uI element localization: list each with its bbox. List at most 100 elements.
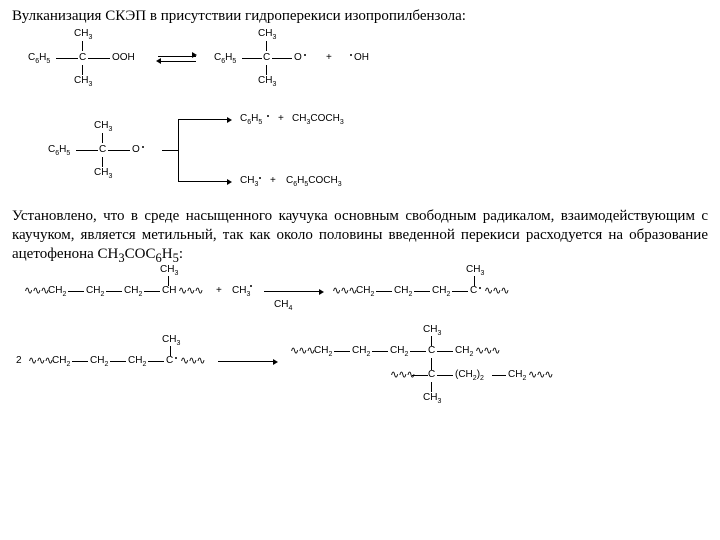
- polymer-wave: ∿∿∿: [180, 356, 205, 367]
- paragraph: Установлено, что в среде насыщенного кау…: [12, 207, 708, 266]
- arrowhead: [192, 52, 197, 58]
- ch2: CH2: [390, 346, 408, 358]
- bond: [412, 375, 428, 376]
- bond: [56, 58, 78, 59]
- bond: [492, 375, 506, 376]
- eq-arrow-top: [158, 56, 196, 57]
- ch2: CH2: [86, 286, 104, 298]
- c6h5-radical: C6H5: [240, 114, 262, 126]
- polymer-wave: ∿∿∿: [178, 286, 203, 297]
- ch3-label: CH3: [423, 393, 441, 405]
- ch3-radical: CH3: [232, 286, 250, 298]
- c-label: C: [428, 346, 435, 356]
- c-label: C: [79, 53, 86, 63]
- ch3-label: CH3: [160, 265, 178, 277]
- ch22: (CH2)2: [455, 370, 484, 382]
- polymer-wave: ∿∿∿: [332, 286, 357, 297]
- bond: [437, 351, 453, 352]
- bond: [170, 346, 171, 356]
- bond: [102, 157, 103, 167]
- bond: [474, 276, 475, 286]
- ch3-label: CH3: [423, 325, 441, 337]
- plus-label: +: [216, 286, 222, 296]
- radical-dot: [175, 357, 177, 359]
- bond: [76, 150, 98, 151]
- ch2: CH2: [356, 286, 374, 298]
- c6h5-label: C6H5: [28, 53, 50, 65]
- bond: [148, 361, 164, 362]
- ch3-label: CH3: [258, 29, 276, 41]
- bond: [452, 291, 468, 292]
- bond: [272, 58, 292, 59]
- polymer-wave: ∿∿∿: [290, 346, 315, 357]
- branch-top: [178, 119, 228, 120]
- polymer-wave: ∿∿∿: [528, 370, 553, 381]
- bond: [144, 291, 160, 292]
- polymer-wave: ∿∿∿: [28, 356, 53, 367]
- radical-dot: [350, 54, 352, 56]
- bond: [431, 382, 432, 392]
- plus-label: +: [270, 176, 276, 186]
- radical-dot: [142, 146, 144, 148]
- ch4: CH4: [274, 300, 292, 312]
- c6h5-label: C6H5: [214, 53, 236, 65]
- bond: [102, 133, 103, 143]
- bond: [414, 291, 430, 292]
- bond: [242, 58, 262, 59]
- page-title: Вулканизация СКЭП в присутствии гидропер…: [12, 8, 708, 25]
- polymer-wave: ∿∿∿: [475, 346, 500, 357]
- ch3-label: CH3: [74, 29, 92, 41]
- reaction-1: CH3 C6H5 C OOH CH3 CH3 C6H5 C O CH3 + OH: [22, 29, 708, 107]
- bond: [72, 361, 88, 362]
- plus-label: +: [326, 53, 332, 63]
- ch2: CH2: [455, 346, 473, 358]
- radical-dot: [304, 54, 306, 56]
- ch3-label: CH3: [466, 265, 484, 277]
- bond: [108, 150, 130, 151]
- bond: [372, 351, 388, 352]
- radical-dot: [259, 177, 261, 179]
- plus-label: +: [278, 114, 284, 124]
- ch2: CH2: [394, 286, 412, 298]
- ch: CH: [162, 286, 176, 296]
- bond: [168, 276, 169, 286]
- branch-bottom: [178, 181, 228, 182]
- ch3-label: CH3: [74, 76, 92, 88]
- c-label: C: [428, 370, 435, 380]
- branch-vertical: [178, 119, 179, 181]
- polymer-wave: ∿∿∿: [24, 286, 49, 297]
- bond: [110, 361, 126, 362]
- ch2: CH2: [48, 286, 66, 298]
- oh-label: OH: [354, 53, 369, 63]
- bond: [431, 336, 432, 346]
- bond: [334, 351, 350, 352]
- ch3-label: CH3: [94, 168, 112, 180]
- eq-arrow-bottom: [158, 61, 196, 62]
- bond: [106, 291, 122, 292]
- bond: [437, 375, 453, 376]
- ch2: CH2: [128, 356, 146, 368]
- bond: [68, 291, 84, 292]
- acetophenone: C6H5COCH3: [286, 176, 342, 188]
- branch-stem: [162, 150, 178, 151]
- reaction-2: CH3 C6H5 C O CH3 C6H5 + CH3COCH3 CH3 + C…: [22, 107, 708, 203]
- c6h5-label: C6H5: [48, 145, 70, 157]
- ch2: CH2: [52, 356, 70, 368]
- acetone: CH3COCH3: [292, 114, 344, 126]
- arrowhead: [156, 58, 161, 64]
- c-label: C: [99, 145, 106, 155]
- ch3-label: CH3: [258, 76, 276, 88]
- polymer-wave: ∿∿∿: [390, 370, 415, 381]
- bond: [82, 41, 83, 51]
- bond: [266, 65, 267, 75]
- ooh-label: OOH: [112, 53, 135, 63]
- ch2: CH2: [124, 286, 142, 298]
- o-label: O: [132, 145, 140, 155]
- bond: [376, 291, 392, 292]
- bond: [88, 58, 110, 59]
- arrow: [264, 291, 320, 292]
- bond: [266, 41, 267, 51]
- c-label: C: [166, 356, 173, 366]
- bond: [410, 351, 426, 352]
- ch3-radical: CH3: [240, 176, 258, 188]
